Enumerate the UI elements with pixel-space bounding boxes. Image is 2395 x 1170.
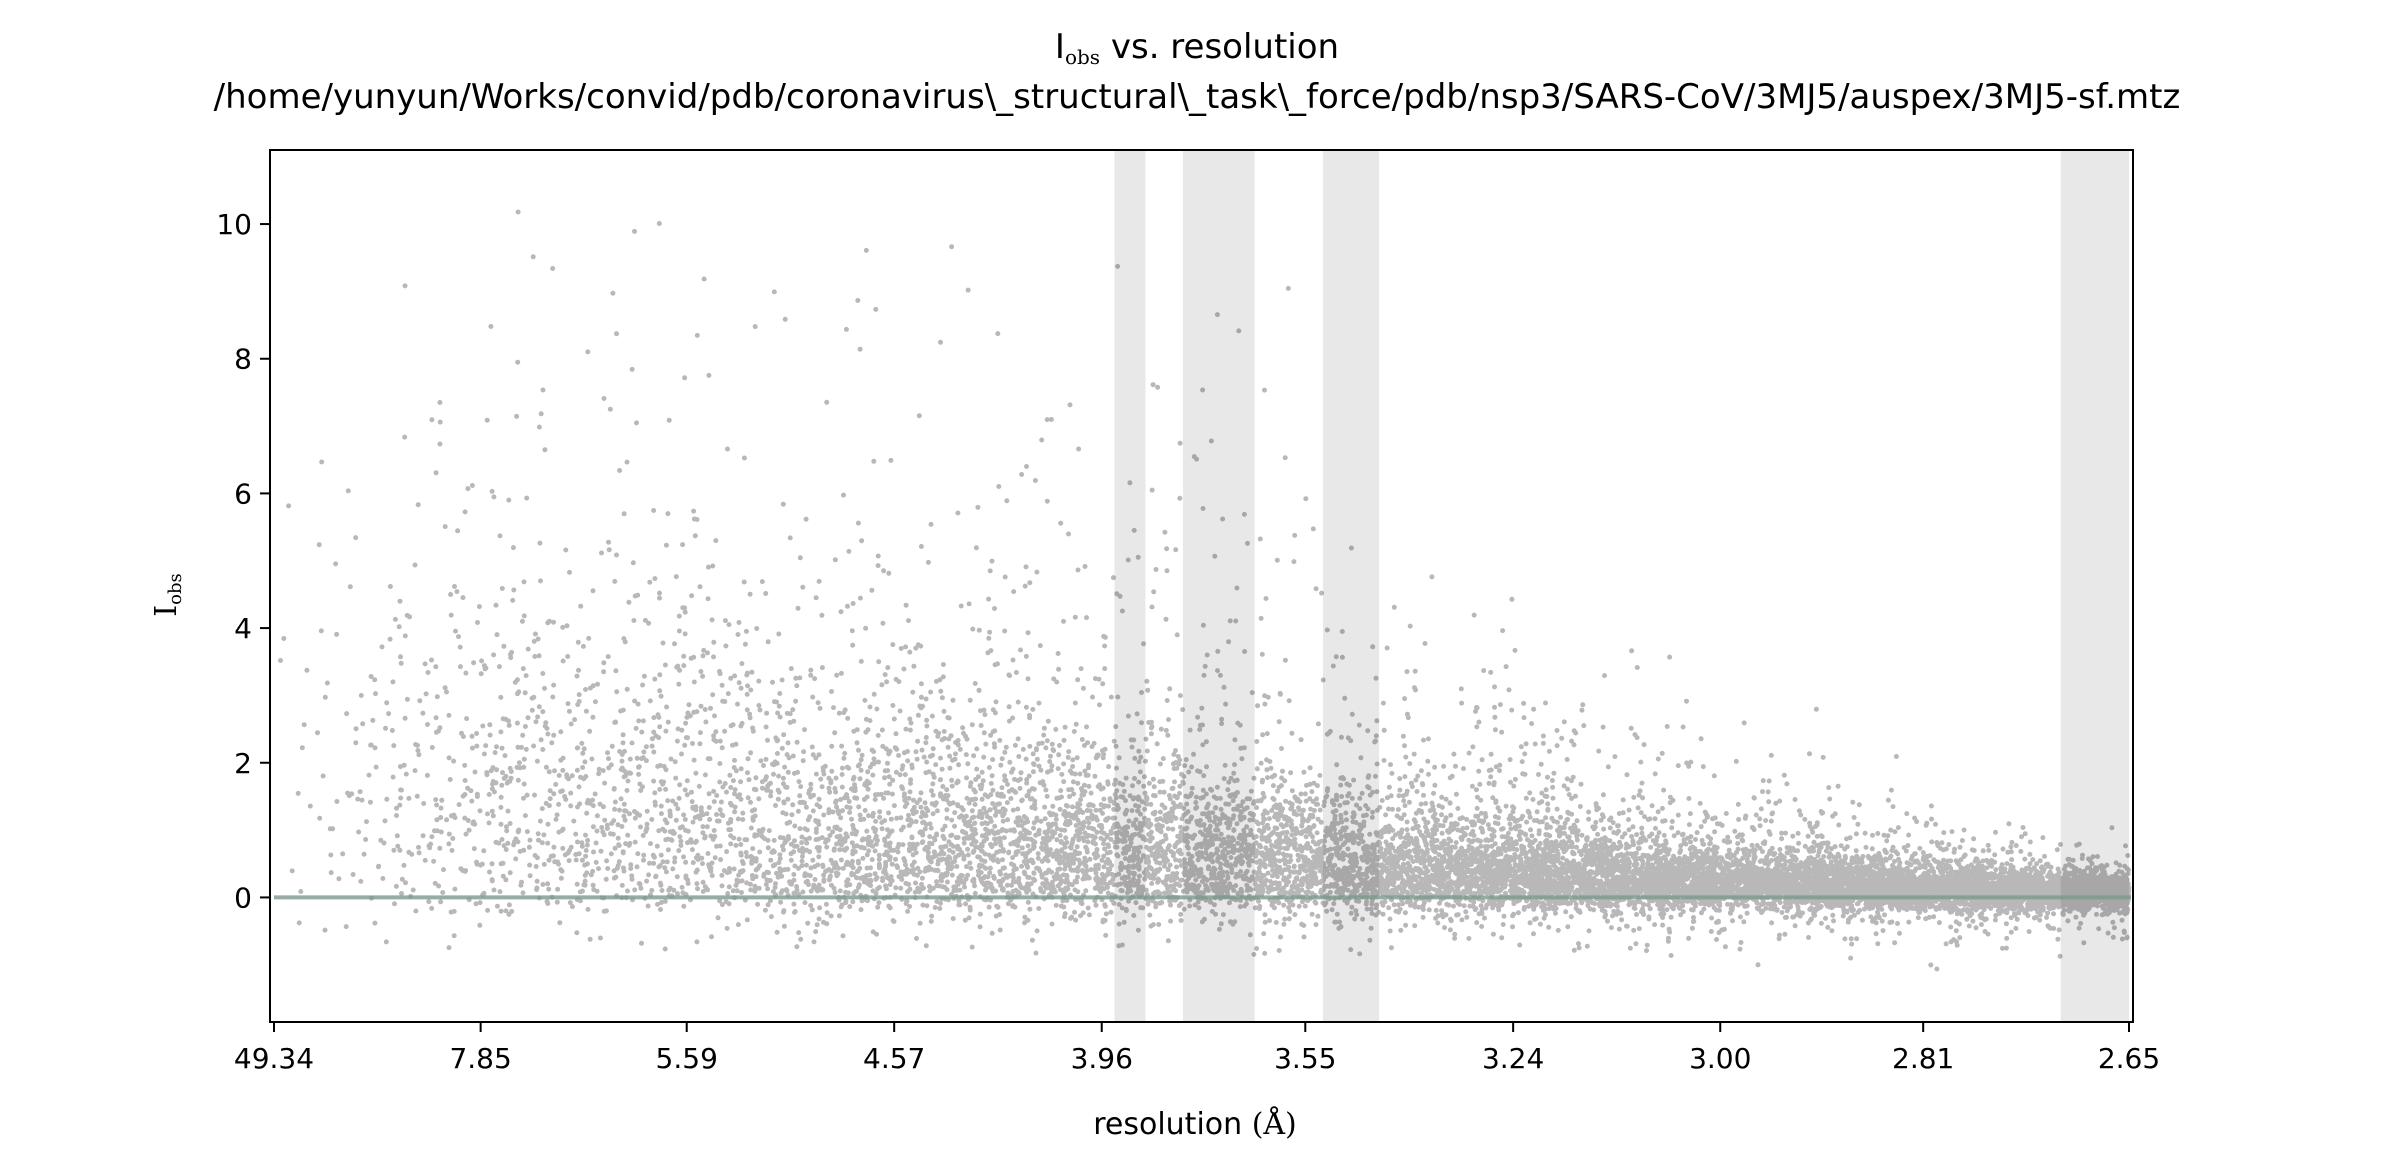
- ice-ring-band-2: [1182, 150, 1255, 1022]
- ice-ring-band-3: [1323, 150, 1380, 1022]
- ice-ring-bands: [1114, 150, 2129, 1022]
- x-tick-label: 2.81: [1892, 1042, 1954, 1075]
- y-axis-label-main: I: [149, 605, 184, 617]
- title-subscript: obs: [1065, 45, 1100, 69]
- y-tick-label: 8: [234, 343, 252, 376]
- plot-frame: [269, 149, 2134, 1023]
- x-tick-label: 3.00: [1689, 1042, 1751, 1075]
- x-tick-label: 2.65: [2098, 1042, 2160, 1075]
- x-tick-label: 49.34: [234, 1042, 314, 1075]
- y-tick-label: 6: [234, 477, 252, 510]
- title-rest: vs. resolution: [1100, 27, 1339, 67]
- x-axis-label-main: resolution: [1093, 1107, 1251, 1142]
- x-tick-label: 7.85: [449, 1042, 511, 1075]
- x-tick-label: 3.24: [1482, 1042, 1544, 1075]
- ice-ring-band-4: [2060, 150, 2129, 1022]
- chart-title-line2: /home/yunyun/Works/convid/pdb/coronaviru…: [214, 77, 2181, 117]
- chart-title: Iobs vs. resolution /home/yunyun/Works/c…: [214, 27, 2181, 117]
- x-axis-label-unit: (Å): [1252, 1106, 1297, 1142]
- y-axis-label-subscript: obs: [165, 573, 186, 605]
- title-main: I: [1055, 27, 1065, 67]
- x-tick-label: 3.55: [1274, 1042, 1336, 1075]
- y-axis-label: Iobs: [149, 573, 186, 616]
- y-tick-label: 2: [234, 747, 252, 780]
- x-axis-label: resolution (Å): [1093, 1106, 1297, 1142]
- x-tick-label: 3.96: [1071, 1042, 1133, 1075]
- x-tick-label: 5.59: [656, 1042, 718, 1075]
- y-tick-label: 10: [216, 208, 252, 241]
- y-tick-label: 0: [234, 881, 252, 914]
- chart-title-line1: Iobs vs. resolution: [1055, 27, 1339, 69]
- x-axis-ticks: 49.34 7.85 5.59 4.57 3.96 3.55 3.24 3.00 2.81 2.6…: [234, 1022, 2160, 1075]
- y-tick-label: 4: [234, 612, 252, 645]
- y-axis-ticks: 0 2 4 6 8 10: [216, 208, 270, 914]
- x-tick-label: 4.57: [863, 1042, 925, 1075]
- ice-ring-band-1: [1114, 150, 1146, 1022]
